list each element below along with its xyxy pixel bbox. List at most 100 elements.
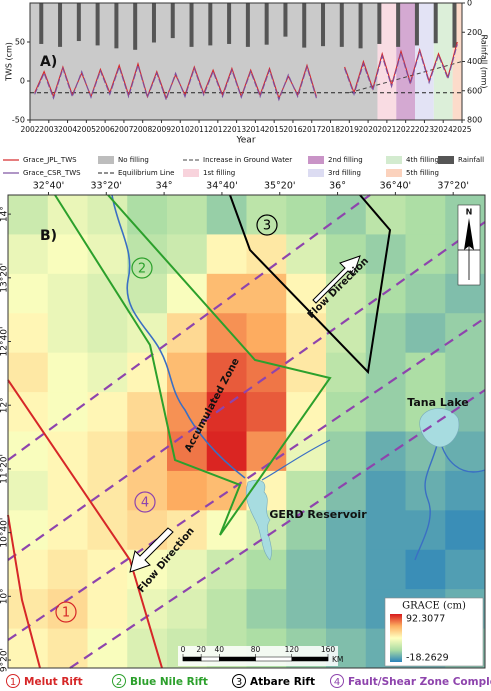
fault-line (7, 317, 486, 641)
reservoir (245, 479, 272, 561)
rain-bar (302, 3, 307, 48)
raster-cell (127, 510, 168, 551)
reference-line (349, 61, 463, 94)
y-tick-label: 10° (0, 588, 10, 604)
raster-cell (326, 589, 367, 630)
rain-bar (358, 3, 363, 49)
raster-cell (445, 313, 486, 354)
raster-cell (445, 549, 486, 590)
raster-cell (47, 470, 88, 511)
y-tick-label: 0 (20, 77, 25, 86)
lake (419, 408, 460, 448)
raster-cell (246, 392, 287, 432)
y-tick-label: 11°20' (0, 454, 10, 484)
y2-tick-label: 200 (467, 28, 482, 37)
scale-label: 120 (285, 645, 300, 654)
raster-cell (286, 549, 327, 590)
x-tick-label: 2014 (246, 125, 265, 134)
raster-cell (87, 549, 128, 590)
x-tick-label: 2022 (396, 125, 415, 134)
y-tick-label: 12°40' (0, 327, 10, 357)
x-tick-label: 2002 (20, 125, 39, 134)
raster-cell (206, 352, 247, 393)
filling-span (396, 3, 416, 120)
raster-cell (8, 195, 49, 235)
raster-cell (47, 549, 88, 590)
raster-cell (206, 273, 247, 314)
y-axis-label: TWS (cm) (5, 42, 14, 82)
melut-rift (7, 379, 163, 669)
rain-bar (76, 3, 81, 42)
fault-line (7, 194, 371, 461)
y-tick-label: 13°20' (0, 263, 10, 293)
filling-span (377, 3, 397, 120)
raster-cell (405, 549, 446, 590)
raster-cell (206, 195, 247, 235)
raster-cell (87, 234, 128, 275)
zone-number: 1 (62, 606, 70, 621)
rain-bar (189, 3, 194, 47)
raster-cell (87, 313, 128, 354)
x-tick-label: 2021 (377, 125, 396, 134)
fault-line (7, 221, 486, 561)
y-tick-label: 14° (0, 206, 10, 222)
rain-bar (452, 3, 457, 48)
panel-label: B) (40, 228, 57, 244)
zone-marker (131, 257, 153, 279)
filling-span (433, 3, 453, 120)
rain-bar (433, 3, 438, 44)
raster-cell (167, 392, 208, 432)
x-axis-label: Year (235, 136, 255, 146)
legend-swatch (438, 156, 454, 164)
rain-bar (151, 3, 156, 43)
legend-number: 4 (334, 677, 340, 688)
x-tick-label: 2009 (152, 125, 171, 134)
x-tick-label: 2011 (189, 125, 208, 134)
raster-cell (246, 549, 287, 590)
raster-cell (47, 628, 88, 669)
raster-cell (167, 470, 208, 511)
raster-cell (87, 510, 128, 551)
legend-label: Melut Rift (24, 676, 83, 688)
raster-cell (206, 392, 247, 432)
x-tick-label: 34°40' (206, 181, 238, 192)
legend-label: Increase in Ground Water (203, 156, 292, 164)
raster-cell (87, 392, 128, 432)
x-tick-label: 2013 (227, 125, 246, 134)
legend-label: Atbare Rift (250, 676, 315, 688)
legend-swatch (98, 156, 114, 164)
raster-cell (246, 313, 287, 354)
raster-cell (326, 195, 367, 235)
x-tick-label: 2010 (171, 125, 190, 134)
x-tick-label: 2008 (133, 125, 152, 134)
rain-bar (339, 3, 344, 47)
x-tick-label: 2005 (77, 125, 96, 134)
colorbar (390, 614, 402, 662)
rain-bar (58, 3, 63, 47)
raster-cell (87, 628, 128, 669)
raster-cell (47, 431, 88, 472)
scale-label: 20 (196, 645, 206, 654)
raster-cell (87, 431, 128, 472)
zone-marker (55, 601, 77, 623)
legend-marker (330, 674, 344, 688)
raster-cell (326, 352, 367, 393)
legend-label: 4th filling (406, 156, 439, 164)
x-tick-label: 2019 (340, 125, 359, 134)
raster-cell (286, 589, 327, 630)
legend-number: 3 (236, 677, 242, 688)
fault-line (69, 389, 486, 669)
raster-cell (167, 589, 208, 630)
x-tick-label: 2015 (265, 125, 284, 134)
raster-cell (365, 549, 406, 590)
x-tick-label: 2018 (321, 125, 340, 134)
panel-label: A) (40, 54, 57, 70)
raster-cell (127, 273, 168, 314)
lake-label: Tana Lake (407, 396, 469, 409)
river (261, 439, 331, 481)
rain-bar (377, 3, 382, 44)
filling-span (30, 3, 378, 120)
x-tick-label: 2016 (283, 125, 302, 134)
rain-bar (227, 3, 232, 44)
raster-cell (127, 589, 168, 630)
